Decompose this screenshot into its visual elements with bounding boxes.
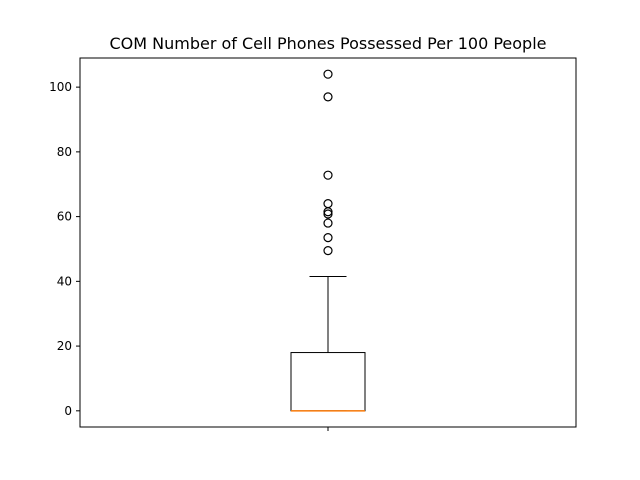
y-tick-label: 80 — [57, 145, 72, 159]
outlier-point — [323, 170, 333, 180]
y-axis: 0 20 40 60 80 100 — [49, 80, 80, 418]
y-tick-label: 60 — [57, 210, 72, 224]
box-series — [290, 69, 366, 412]
iqr-box — [290, 352, 366, 412]
y-tick-label: 100 — [49, 80, 72, 94]
outlier-point — [323, 218, 333, 228]
outlier-point — [323, 69, 333, 79]
y-tick-label: 40 — [57, 274, 72, 288]
y-tick-label: 0 — [64, 404, 72, 418]
y-tick-label: 20 — [57, 339, 72, 353]
chart-title: COM Number of Cell Phones Possessed Per … — [109, 34, 546, 53]
outlier-point — [323, 245, 333, 256]
outlier-point — [323, 233, 333, 243]
plot-area — [79, 57, 577, 428]
outlier-point — [323, 199, 333, 209]
outlier-point — [323, 92, 333, 102]
